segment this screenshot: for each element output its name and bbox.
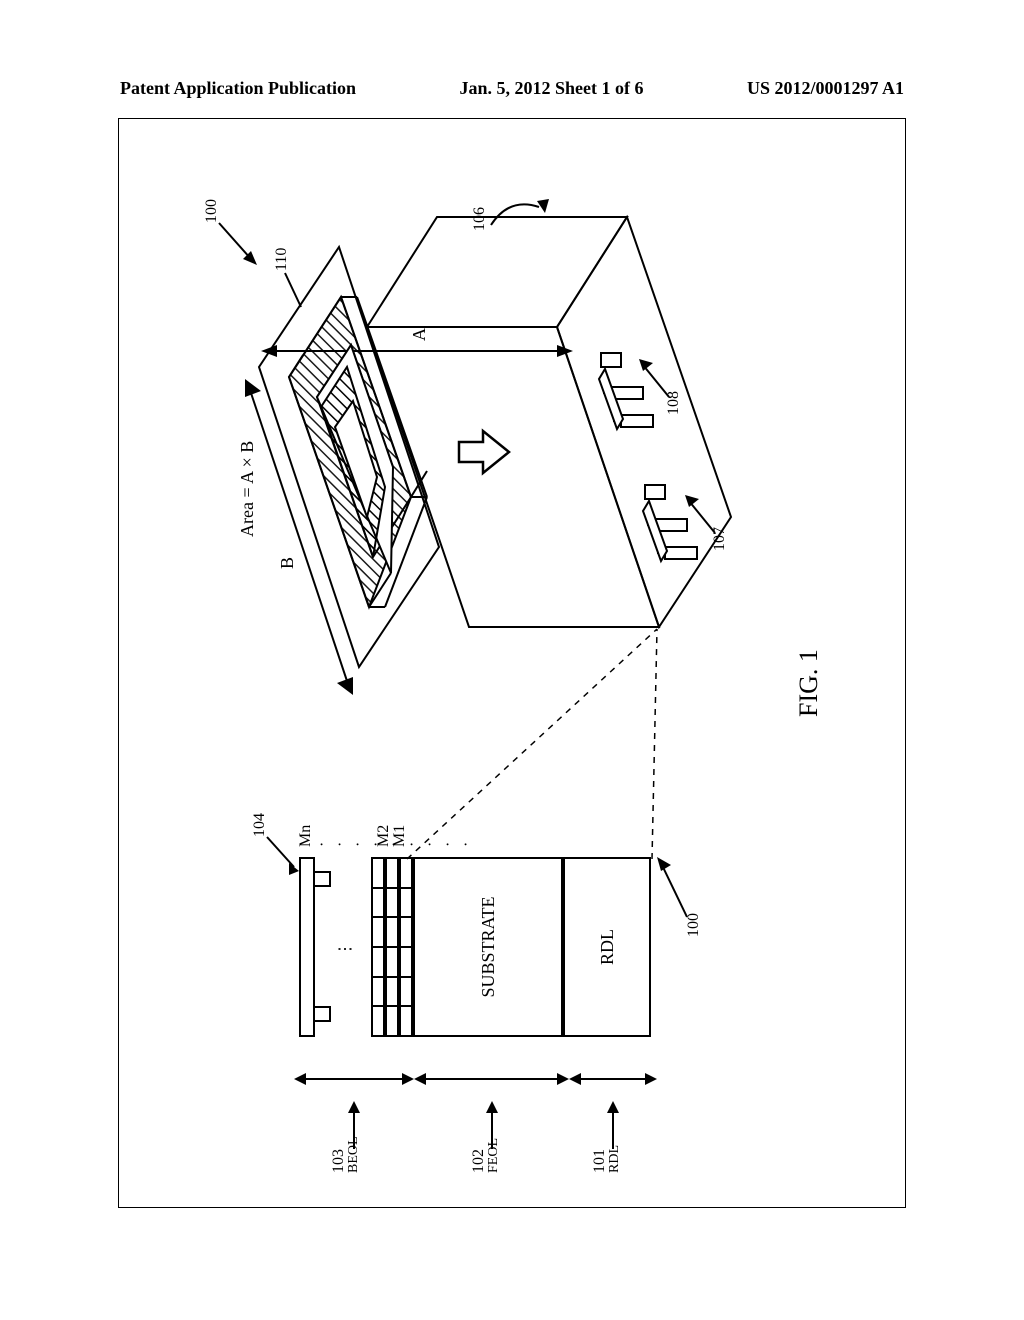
content-frame: ⋮ SUBSTRATE RDL Mn · · · · · · · · · M2 …	[118, 118, 906, 1208]
figure-1-diagram: ⋮ SUBSTRATE RDL Mn · · · · · · · · · M2 …	[119, 117, 907, 1207]
three-d-block: 100 110 Area = A × B B A 106	[209, 197, 729, 757]
substrate-block: SUBSTRATE	[413, 857, 563, 1037]
m-row-3	[371, 857, 385, 1037]
figure-label: FIG. 1	[794, 649, 824, 717]
dim-a-text: A	[409, 328, 430, 341]
feol-label: FEOL	[486, 1138, 502, 1173]
ref-108-text: 108	[665, 391, 683, 415]
rdl-block-label: RDL	[597, 929, 618, 965]
mn-via-1	[315, 1006, 331, 1022]
ref-100-bottom-text: 100	[685, 913, 703, 937]
ref-107-text: 107	[711, 527, 729, 551]
header-left: Patent Application Publication	[120, 78, 356, 99]
rdl-block: RDL	[563, 857, 651, 1037]
header-right: US 2012/0001297 A1	[747, 78, 904, 99]
mn-label: Mn	[297, 825, 315, 847]
mn-layer	[299, 857, 315, 1037]
metal-stack	[371, 857, 413, 1037]
header-center: Jan. 5, 2012 Sheet 1 of 6	[460, 78, 644, 99]
m-row-2	[385, 857, 399, 1037]
area-formula-text: Area = A × B	[237, 441, 258, 537]
page-header: Patent Application Publication Jan. 5, 2…	[0, 78, 1024, 99]
ref-106-text: 106	[471, 207, 489, 231]
ref-110-text: 110	[273, 248, 291, 271]
figure-rotated: ⋮ SUBSTRATE RDL Mn · · · · · · · · · M2 …	[0, 270, 1024, 1056]
dim-b-text: B	[277, 557, 298, 569]
beol-label: BEOL	[346, 1136, 362, 1173]
substrate-label: SUBSTRATE	[478, 896, 499, 997]
m-row-1	[399, 857, 413, 1037]
ref-104-text: 104	[251, 813, 269, 837]
mn-via-2	[315, 871, 331, 887]
ref-100-top-text: 100	[203, 199, 221, 223]
vertical-dots: ⋮	[335, 939, 355, 957]
rdl-label: RDL	[607, 1145, 623, 1173]
